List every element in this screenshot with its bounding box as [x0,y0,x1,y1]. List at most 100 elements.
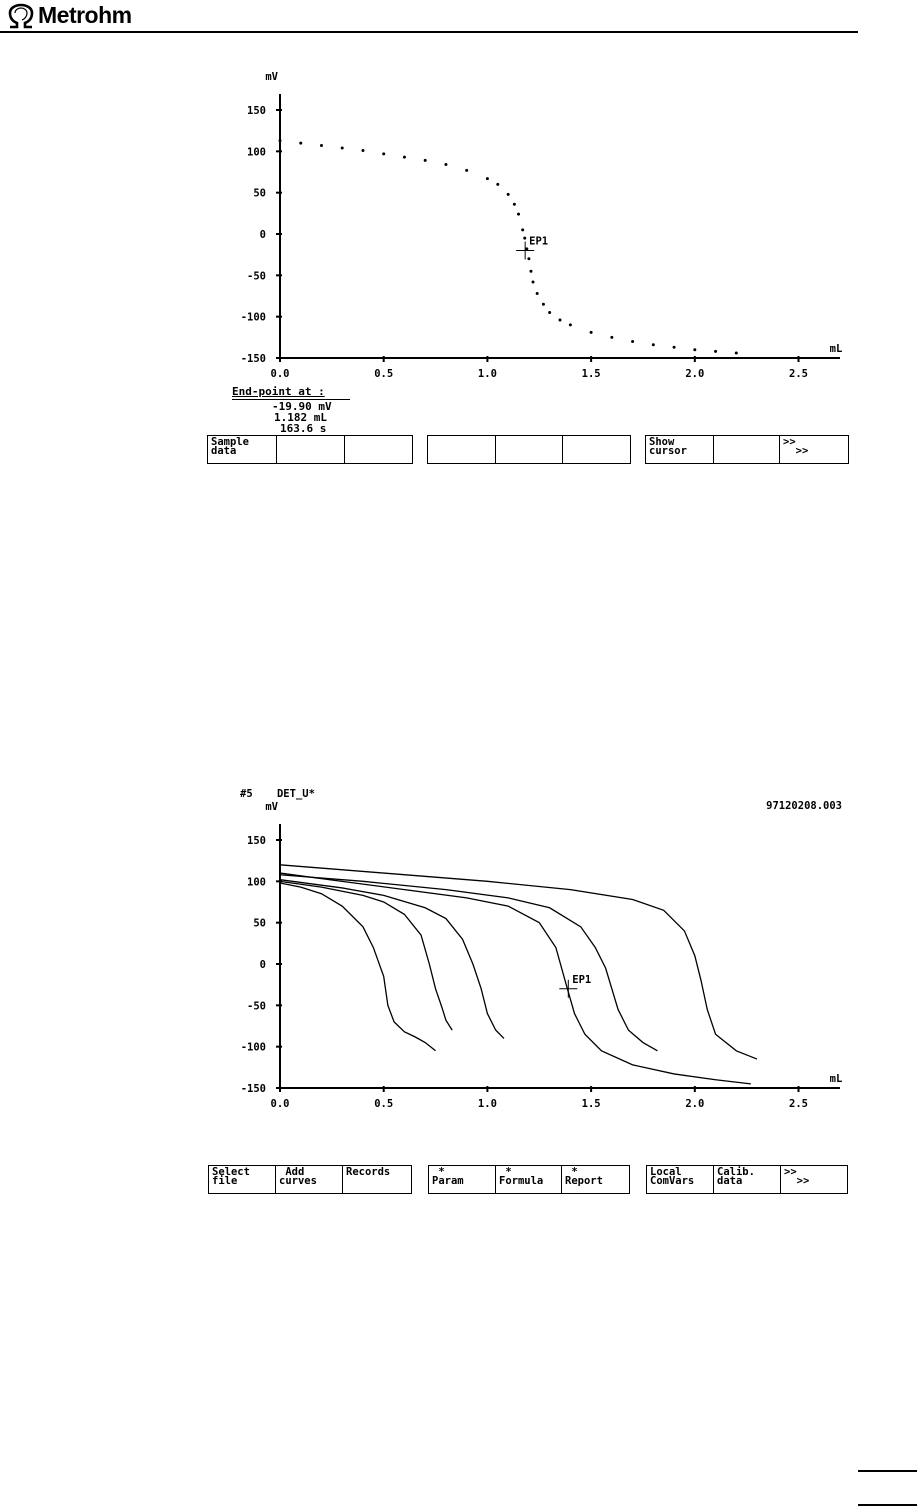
softkey-blank[interactable] [428,436,496,463]
endpoint-results: End-point at : -19.90 mV 1.182 mL 163.6 … [232,386,350,434]
sample-number: #5 [240,788,253,800]
data-point [548,311,552,315]
data-point [319,144,323,148]
y-tick-label: -50 [247,1000,266,1012]
data-point [589,330,593,334]
y-tick-label: -150 [241,1083,266,1095]
endpoint-title: End-point at : [232,385,325,398]
softkey-blank[interactable] [345,436,412,463]
footer-rule-top [858,1470,917,1472]
sample-data-key[interactable]: Sample data [208,436,277,463]
softkey-blank[interactable] [563,436,630,463]
show-cursor-key[interactable]: Show cursor [646,436,714,463]
x-tick-label: 2.0 [685,1098,704,1110]
softkey-blank[interactable] [277,436,345,463]
y-axis-unit: mV [265,801,278,813]
x-axis-unit: mL [830,343,843,355]
softkey-group-3: Local ComVars Calib. data >> >> [646,1165,848,1194]
param-key[interactable]: * Param [429,1166,496,1193]
y-tick-label: -150 [241,353,266,365]
y-tick-label: 50 [253,918,266,930]
data-point [402,155,406,159]
data-point [631,339,635,343]
data-point [531,280,535,284]
data-point [535,292,539,296]
data-point [734,351,738,355]
y-tick-label: -100 [241,312,266,324]
y-tick-label: 150 [247,105,266,117]
brand-name: Metrohm [38,2,132,28]
data-point [485,177,489,181]
titration-curve-4 [279,872,751,1085]
data-point [465,168,469,172]
x-tick-label: 1.5 [582,368,601,380]
data-point [527,257,531,261]
softkey-group-2: * Param * Formula * Report [428,1165,630,1194]
y-tick-label: 0 [260,959,266,971]
plot2-header: #5 DET_U* 97120208.003 [240,788,842,812]
data-point [523,236,527,240]
x-tick-label: 2.5 [789,1098,808,1110]
endpoint-label: EP1 [572,974,591,986]
footer-rule-bottom [858,1504,917,1506]
endpoint-volume: 1.182 mL [274,411,327,424]
y-axis-unit: mV [265,71,278,83]
more-keys-button[interactable]: >> >> [783,436,809,457]
y-tick-label: 100 [247,876,266,888]
data-point [521,228,525,232]
x-tick-label: 1.0 [478,368,497,380]
data-point [541,302,545,306]
records-key[interactable]: Records [346,1166,391,1178]
softkey-bar-1: Sample data Show cursor >> >> [207,435,849,464]
local-comvars-key[interactable]: Local ComVars [647,1166,714,1193]
softkey-group-1: Sample data [207,435,413,464]
softkey-group-2 [427,435,631,464]
y-tick-label: -50 [247,270,266,282]
report-key[interactable]: * Report [565,1166,603,1187]
softkey-bar-2: Select file Add curves Records * Param *… [208,1165,848,1194]
x-tick-label: 0.0 [271,368,290,380]
y-tick-label: 50 [253,188,266,200]
titration-curve-5 [279,874,658,1052]
y-tick-label: 0 [260,229,266,241]
y-tick-label: -100 [241,1042,266,1054]
data-point [361,149,365,153]
data-point [529,269,533,273]
method-name: DET_U* [276,788,315,800]
data-point [672,345,676,349]
endpoint-label: EP1 [529,235,548,247]
data-point [714,349,718,353]
titration-curve-3 [279,879,505,1039]
data-point [382,152,386,156]
x-tick-label: 0.0 [271,1098,290,1110]
data-point [278,139,282,143]
softkey-blank[interactable] [714,436,780,463]
omega-logo-icon [8,3,34,28]
data-point [525,247,529,251]
file-id: 97120208.003 [766,800,842,812]
endpoint-time: 163.6 s [280,422,327,435]
endpoint-divider [232,399,350,400]
add-curves-key[interactable]: Add curves [276,1166,343,1193]
softkey-blank[interactable] [496,436,563,463]
titration-curve-6 [279,864,758,1060]
titration-curve-1 [279,882,436,1052]
x-tick-label: 1.5 [582,1098,601,1110]
y-tick-label: 150 [247,835,266,847]
more-keys-button[interactable]: >> >> [784,1166,810,1187]
y-tick-label: 100 [247,146,266,158]
page-header: Metrohm [0,0,858,34]
x-tick-label: 1.0 [478,1098,497,1110]
select-file-key[interactable]: Select file [209,1166,276,1193]
formula-key[interactable]: * Formula [496,1166,562,1193]
data-point [610,335,614,339]
softkey-group-3: Show cursor >> >> [645,435,849,464]
data-point [558,318,562,322]
titration-curve-2 [279,880,453,1031]
data-point [651,343,655,347]
overlay-curves-plot: 150 100 50 0 -50 -100 -150 0.0 0.5 1.0 1.5 2.0 2.5 mV… [241,801,843,1110]
data-point [517,212,521,216]
data-point [299,141,303,145]
brand: Metrohm [6,2,132,29]
calib-data-key[interactable]: Calib. data [714,1166,781,1193]
